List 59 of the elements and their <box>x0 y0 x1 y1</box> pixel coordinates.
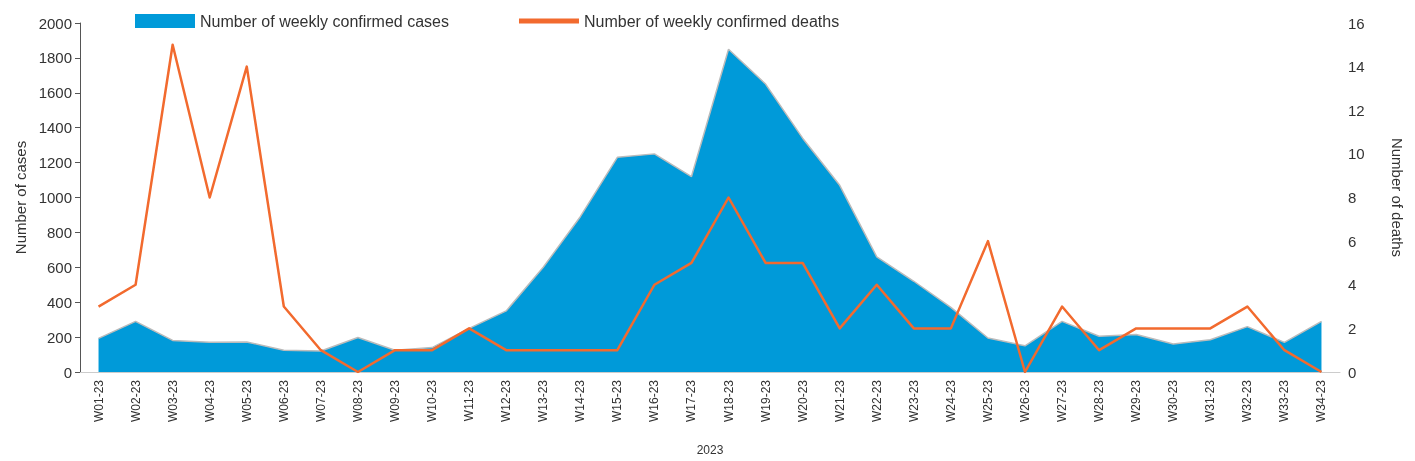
y-tick-label: 400 <box>46 293 72 311</box>
x-tick-label: W19-23 <box>758 379 773 423</box>
x-tick-label: W11-23 <box>462 379 477 422</box>
y2-tick-label: 12 <box>1348 101 1365 119</box>
y2-tick-label: 14 <box>1348 58 1365 76</box>
x-tick-label: W09-23 <box>388 379 402 423</box>
x-axis-title: 2023 <box>696 443 724 457</box>
legend-label: Number of weekly confirmed deaths <box>583 12 840 30</box>
y2-tick-label: 2 <box>1348 319 1357 337</box>
x-tick-label: W22-23 <box>869 379 884 423</box>
y2-tick-label: 10 <box>1348 145 1365 163</box>
y-tick-label: 1000 <box>38 189 72 206</box>
x-tick-label: W32-23 <box>1240 379 1255 423</box>
x-tick-label: W21-23 <box>832 379 847 423</box>
x-tick-label: W29-23 <box>1129 379 1144 423</box>
x-tick-label: W18-23 <box>721 379 736 423</box>
x-tick-label: W27-23 <box>1055 379 1070 423</box>
y2-axis-title: Number of deaths <box>1389 137 1406 258</box>
x-tick-label: W12-23 <box>499 379 514 423</box>
x-tick-label: W14-23 <box>573 379 588 423</box>
x-tick-label: W23-23 <box>906 379 921 423</box>
x-tick-label: W05-23 <box>239 379 254 423</box>
x-tick-label: W02-23 <box>128 379 143 423</box>
x-tick-label: W08-23 <box>350 379 365 423</box>
y2-tick-label: 8 <box>1348 189 1357 206</box>
x-tick-label: W07-23 <box>313 379 328 423</box>
x-tick-label: W01-23 <box>91 379 106 423</box>
x-tick-label: W03-23 <box>165 379 180 423</box>
y-axis-title: Number of cases <box>11 140 29 255</box>
y-tick-label: 200 <box>46 328 72 346</box>
x-tick-label: W26-23 <box>1018 379 1032 423</box>
y-tick-label: 1400 <box>38 119 72 137</box>
x-tick-label: W04-23 <box>202 379 217 423</box>
legend-label: Number of weekly confirmed cases <box>200 12 449 30</box>
y2-tick-label: 16 <box>1348 14 1365 32</box>
y-tick-label: 1800 <box>38 49 72 67</box>
y-tick-label: 2000 <box>38 14 72 32</box>
x-tick-label: W20-23 <box>795 379 810 423</box>
x-tick-label: W16-23 <box>647 379 662 423</box>
x-tick-label: W31-23 <box>1203 379 1218 423</box>
y-tick-label: 800 <box>46 223 72 241</box>
x-tick-label: W30-23 <box>1166 379 1181 423</box>
x-tick-label: W10-23 <box>425 379 440 423</box>
x-tick-label: W24-23 <box>943 379 958 423</box>
y2-tick-label: 4 <box>1348 276 1357 294</box>
y-tick-label: 0 <box>63 363 72 381</box>
y2-tick-label: 6 <box>1348 232 1357 250</box>
y-tick-label: 1600 <box>38 84 72 102</box>
y-tick-label: 600 <box>46 258 72 276</box>
x-tick-label: W13-23 <box>536 379 551 423</box>
x-tick-label: W17-23 <box>684 379 699 423</box>
x-tick-label: W34-23 <box>1314 379 1329 423</box>
x-tick-label: W25-23 <box>980 379 995 423</box>
x-tick-label: W33-23 <box>1277 379 1292 423</box>
x-tick-label: W06-23 <box>276 379 291 423</box>
y-tick-label: 1200 <box>38 154 72 172</box>
y2-tick-label: 0 <box>1348 363 1357 381</box>
x-tick-label: W28-23 <box>1092 379 1107 423</box>
x-tick-label: W15-23 <box>610 379 625 423</box>
